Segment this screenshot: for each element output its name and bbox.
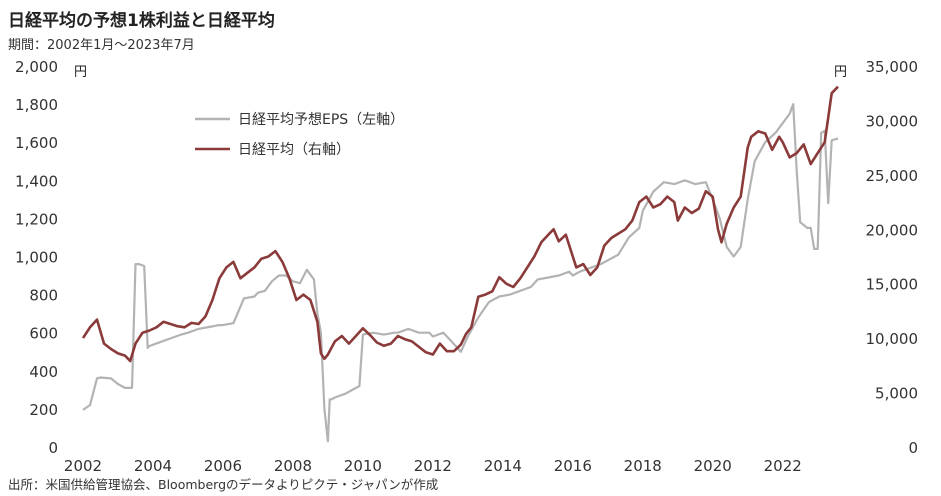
left-unit-label: 円 [74, 65, 87, 80]
period-subtitle: 期間：2002年1月～2023年7月 [8, 38, 195, 53]
right-y-tick-label: 35,000 [866, 58, 919, 76]
x-tick-label: 2006 [204, 457, 242, 475]
x-tick-label: 2020 [694, 457, 732, 475]
left-y-tick-label: 1,000 [15, 249, 58, 267]
left-y-tick-label: 0 [48, 439, 58, 457]
left-y-tick-label: 1,400 [15, 172, 58, 190]
right-y-tick-label: 5,000 [875, 385, 918, 403]
source-note: 出所：米国供給管理協会、Bloombergのデータよりピクテ・ジャパンが作成 [8, 477, 439, 492]
x-tick-label: 2010 [344, 457, 382, 475]
x-tick-label: 2018 [624, 457, 662, 475]
x-tick-label: 2004 [134, 457, 172, 475]
right-unit-label: 円 [834, 65, 847, 80]
x-tick-label: 2008 [274, 457, 312, 475]
right-y-tick-label: 20,000 [866, 221, 919, 239]
left-y-tick-label: 1,800 [15, 96, 58, 114]
legend: 日経平均予想EPS（左軸） 日経平均（右軸） [195, 112, 404, 158]
left-y-tick-label: 600 [29, 325, 58, 343]
left-y-tick-label: 400 [29, 363, 58, 381]
right-y-tick-label: 0 [908, 439, 918, 457]
x-axis: 2002 2004 2006 2008 2010 2012 2014 2016 2018 2020… [64, 457, 802, 475]
legend-label-nikkei: 日経平均（右軸） [238, 142, 350, 158]
series-line-eps [82, 102, 839, 443]
x-tick-label: 2016 [554, 457, 592, 475]
left-y-tick-label: 1,200 [15, 210, 58, 228]
x-tick-label: 2014 [484, 457, 522, 475]
page-title: 日経平均の予想1株利益と日経平均 [8, 11, 275, 31]
left-y-tick-label: 2,000 [15, 58, 58, 76]
right-y-tick-label: 30,000 [866, 112, 919, 130]
series-layer [81, 85, 839, 443]
left-y-tick-label: 1,600 [15, 134, 58, 152]
right-y-axis: 0 5,000 10,000 15,000 20,000 25,000 30,000 35,0… [866, 58, 919, 457]
x-tick-label: 2002 [64, 457, 102, 475]
left-y-tick-label: 200 [29, 401, 58, 419]
x-tick-label: 2022 [764, 457, 802, 475]
x-tick-label: 2012 [414, 457, 452, 475]
left-y-axis: 0 200 400 600 800 1,000 1,200 1,400 1,600 1,800 2,… [15, 58, 58, 457]
right-y-tick-label: 15,000 [866, 276, 919, 294]
legend-label-eps: 日経平均予想EPS（左軸） [238, 112, 404, 128]
right-y-tick-label: 10,000 [866, 330, 919, 348]
left-y-tick-label: 800 [29, 287, 58, 305]
series-line-nikkei [81, 85, 839, 363]
right-y-tick-label: 25,000 [866, 167, 919, 185]
